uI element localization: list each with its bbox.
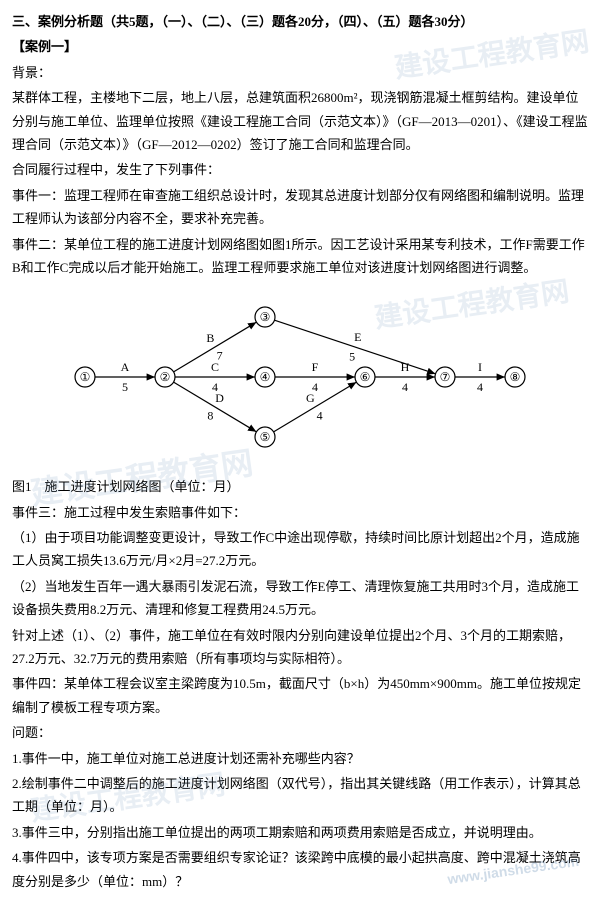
svg-text:4: 4 [317, 409, 323, 423]
svg-text:B: B [206, 331, 214, 345]
svg-text:⑦: ⑦ [440, 370, 451, 384]
background-p1: 某群体工程，主楼地下二层，地上八层，总建筑面积26800m²，现浇钢筋混凝土框剪… [12, 86, 588, 156]
question-3: 3.事件三中，分别指出施工单位提出的两项工期索赔和两项费用索赔是否成立，并说明理… [12, 821, 588, 844]
background-label: 背景： [12, 61, 588, 84]
svg-text:④: ④ [260, 370, 271, 384]
svg-text:5: 5 [349, 350, 355, 364]
svg-text:D: D [215, 391, 224, 405]
svg-text:⑥: ⑥ [360, 370, 371, 384]
svg-text:I: I [478, 360, 482, 374]
svg-text:⑧: ⑧ [510, 370, 521, 384]
background-p2: 合同履行过程中，发生了下列事件： [12, 158, 588, 181]
svg-text:①: ① [80, 370, 91, 384]
question-1: 1.事件一中，施工单位对施工总进度计划还需补充哪些内容？ [12, 747, 588, 770]
diagram-caption: 图1 施工进度计划网络图（单位：月） [12, 475, 588, 498]
svg-text:5: 5 [122, 380, 128, 394]
event-3-intro: 事件三：施工过程中发生索赔事件如下： [12, 501, 588, 524]
event-3-item-2: （2）当地发生百年一遇大暴雨引发泥石流，导致工作E停工、清理恢复施工共用时3个月… [12, 575, 588, 622]
event-1: 事件一：监理工程师在审查施工组织总设计时，发现其总进度计划部分仅有网络图和编制说… [12, 184, 588, 231]
section-title: 三、案例分析题（共5题，（一）、（二）、（三）题各20分，（四）、（五）题各30… [12, 10, 588, 33]
event-2: 事件二：某单位工程的施工进度计划网络图如图1所示。因工艺设计采用某专利技术，工作… [12, 233, 588, 280]
case-label: 【案例一】 [12, 35, 588, 58]
svg-text:⑤: ⑤ [260, 430, 271, 444]
svg-text:C: C [211, 360, 219, 374]
event-4: 事件四：某单体工程会议室主梁跨度为10.5m，截面尺寸（b×h）为450mm×9… [12, 672, 588, 719]
event-3-item-1: （1）由于项目功能调整变更设计，导致工作C中途出现停歇，持续时间比原计划超出2个… [12, 526, 588, 573]
event-3-summary: 针对上述（1）、（2）事件，施工单位在有效时限内分别向建设单位提出2个月、3个月… [12, 624, 588, 671]
svg-text:F: F [312, 360, 319, 374]
svg-text:G: G [306, 391, 315, 405]
network-diagram: A5B7C4D8E5F4G4H4I4①②③④⑤⑥⑦⑧ [12, 287, 588, 467]
svg-text:H: H [401, 360, 410, 374]
svg-text:A: A [121, 360, 130, 374]
svg-text:E: E [354, 331, 361, 345]
svg-text:③: ③ [260, 310, 271, 324]
svg-text:8: 8 [207, 409, 213, 423]
svg-text:②: ② [160, 370, 171, 384]
question-2: 2.绘制事件二中调整后的施工进度计划网络图（双代号），指出其关键线路（用工作表示… [12, 772, 588, 819]
svg-text:4: 4 [477, 380, 483, 394]
svg-text:4: 4 [402, 380, 408, 394]
question-4: 4.事件四中，该专项方案是否需要组织专家论证？该梁跨中底模的最小起拱高度、跨中混… [12, 846, 588, 893]
question-label: 问题： [12, 721, 588, 744]
